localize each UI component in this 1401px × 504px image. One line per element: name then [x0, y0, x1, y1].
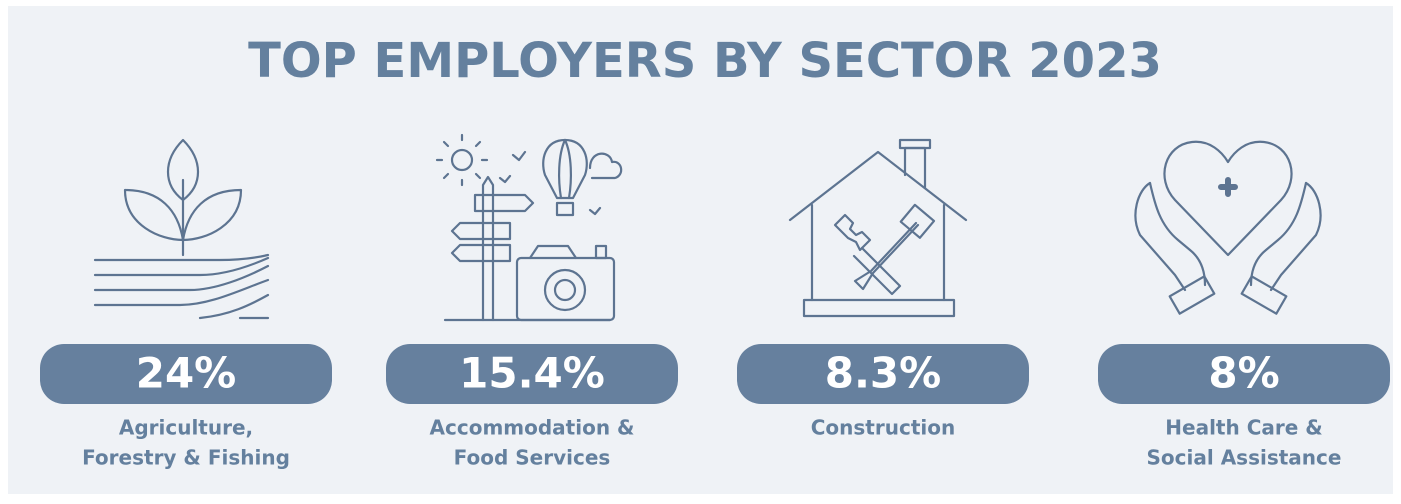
- sector-label: Social Assistance: [1147, 446, 1342, 470]
- sector-label: Agriculture,: [119, 416, 253, 440]
- sector-label: Construction: [811, 416, 955, 440]
- title: TOP EMPLOYERS BY SECTOR 2023: [248, 33, 1162, 89]
- sector-label: Accommodation &: [430, 416, 635, 440]
- sector-value: 24%: [136, 349, 237, 398]
- sector-value: 8.3%: [825, 349, 941, 398]
- sector-label: Forestry & Fishing: [82, 446, 290, 470]
- sector-value: 8%: [1208, 349, 1279, 398]
- sector-value: 15.4%: [459, 349, 605, 398]
- sector-label: Food Services: [454, 446, 611, 470]
- sector-label: Health Care &: [1165, 416, 1322, 440]
- infographic: TOP EMPLOYERS BY SECTOR 2023: [0, 0, 1401, 500]
